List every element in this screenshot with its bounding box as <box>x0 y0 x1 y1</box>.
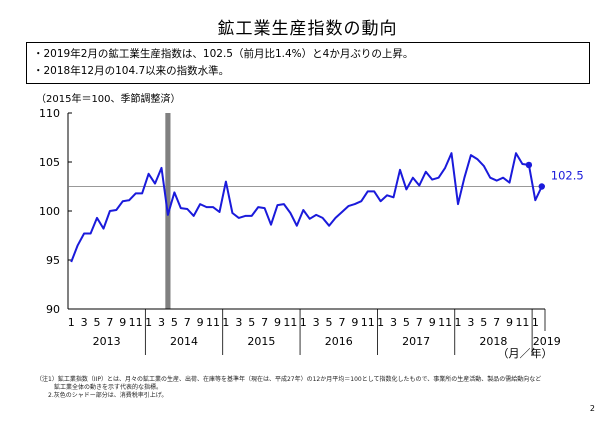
month-tick-label: 5 <box>403 316 410 329</box>
year-label: 2015 <box>247 335 275 348</box>
month-tick-label: 5 <box>326 316 333 329</box>
summary-line-2: ・2018年12月の104.7以来の指数水準。 <box>33 65 230 77</box>
month-tick-label: 1 <box>68 316 75 329</box>
y-tick-label: 110 <box>39 107 60 120</box>
month-tick-label: 11 <box>129 316 143 329</box>
month-tick-label: 9 <box>506 316 513 329</box>
year-label: 2016 <box>325 335 353 348</box>
month-tick-label: 5 <box>94 316 101 329</box>
y-tick-label: 105 <box>39 156 60 169</box>
year-label: 2017 <box>402 335 430 348</box>
month-tick-label: 9 <box>197 316 204 329</box>
year-label: 2013 <box>93 335 121 348</box>
month-tick-label: 7 <box>106 316 113 329</box>
month-tick-label: 11 <box>361 316 375 329</box>
month-tick-label: 7 <box>416 316 423 329</box>
y-tick-label: 100 <box>39 205 60 218</box>
page-number: 2 <box>589 404 595 413</box>
month-tick-label: 1 <box>145 316 152 329</box>
footnote-line-3: 2.灰色のシャドー部分は、消費税率引上げ。 <box>36 392 168 399</box>
latest-value-label: 102.5 <box>551 169 584 183</box>
month-tick-label: 1 <box>532 316 539 329</box>
x-unit-label: （月／年） <box>498 346 553 360</box>
summary-line-1: ・2019年2月の鉱工業生産指数は、102.5（前月比1.4%）と4か月ぶりの上… <box>33 48 414 60</box>
month-tick-label: 7 <box>261 316 268 329</box>
series-line <box>70 152 543 263</box>
month-tick-label: 11 <box>515 316 529 329</box>
month-tick-label: 1 <box>454 316 461 329</box>
month-tick-label: 9 <box>351 316 358 329</box>
year-label: 2014 <box>170 335 198 348</box>
footnotes: （注1）鉱工業指数（IIP）とは、月々の鉱工業の生産、出荷、在庫等を基準年（現在… <box>36 376 541 400</box>
month-tick-label: 1 <box>377 316 384 329</box>
footnote-line-1: （注1）鉱工業指数（IIP）とは、月々の鉱工業の生産、出荷、在庫等を基準年（現在… <box>36 376 542 383</box>
unit-note: （2015年＝100、季節調整済） <box>36 94 181 105</box>
year-label: 2018 <box>479 335 507 348</box>
month-tick-label: 11 <box>438 316 452 329</box>
month-tick-label: 11 <box>206 316 220 329</box>
year-label: 2019 <box>533 335 561 348</box>
summary-box: ・2019年2月の鉱工業生産指数は、102.5（前月比1.4%）と4か月ぶりの上… <box>26 42 590 84</box>
month-tick-label: 5 <box>248 316 255 329</box>
month-tick-label: 3 <box>158 316 165 329</box>
highlight-point <box>538 183 545 190</box>
month-tick-label: 9 <box>429 316 436 329</box>
month-tick-label: 1 <box>300 316 307 329</box>
month-tick-label: 3 <box>390 316 397 329</box>
month-tick-label: 1 <box>222 316 229 329</box>
month-tick-label: 3 <box>467 316 474 329</box>
y-tick-label: 95 <box>46 254 60 267</box>
month-tick-label: 3 <box>313 316 320 329</box>
y-tick-label: 90 <box>46 303 60 316</box>
month-tick-label: 7 <box>338 316 345 329</box>
month-tick-label: 5 <box>171 316 178 329</box>
month-tick-label: 3 <box>235 316 242 329</box>
page-title: 鉱工業生産指数の動向 <box>217 19 398 39</box>
footnote-line-2: 鉱工業全体の動きを示す代表的な指標。 <box>36 384 163 391</box>
month-tick-label: 7 <box>493 316 500 329</box>
month-tick-label: 3 <box>81 316 88 329</box>
month-tick-label: 11 <box>283 316 297 329</box>
month-tick-label: 5 <box>480 316 487 329</box>
month-tick-label: 7 <box>184 316 191 329</box>
month-tick-label: 9 <box>119 316 126 329</box>
highlight-point <box>525 161 533 169</box>
month-tick-label: 9 <box>274 316 281 329</box>
